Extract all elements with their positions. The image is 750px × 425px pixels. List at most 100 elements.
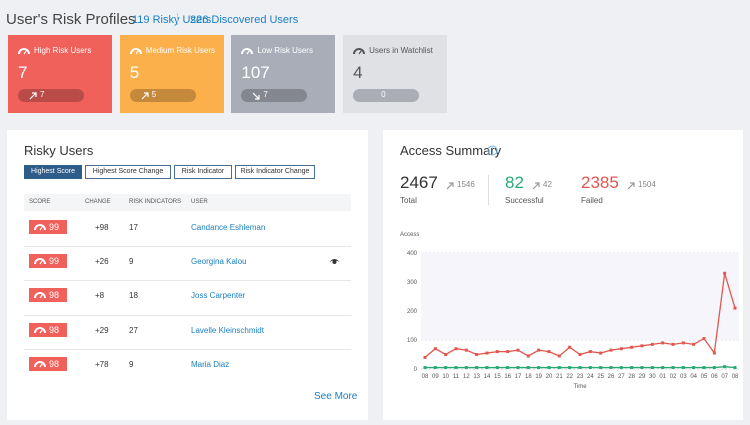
card-change: 0 xyxy=(353,89,420,102)
point xyxy=(568,345,572,349)
point xyxy=(485,351,489,355)
score: 99 xyxy=(49,222,60,232)
x-tick-label: 30 xyxy=(649,374,656,380)
risk-indicators: 9 xyxy=(129,359,134,369)
stat-label: Failed xyxy=(581,196,603,205)
user-name[interactable]: Maria Diaz xyxy=(191,359,230,369)
filter-button[interactable]: Risk Indicator xyxy=(174,165,232,179)
card-value: 4 xyxy=(353,63,363,82)
risk-indicators: 18 xyxy=(129,291,138,301)
point xyxy=(661,341,665,345)
point xyxy=(464,348,468,352)
point xyxy=(516,348,520,352)
filter-button[interactable]: Highest Score Change xyxy=(85,165,171,179)
gauge-needle xyxy=(39,260,43,265)
y-tick-label: 200 xyxy=(407,309,418,315)
gauge-arc xyxy=(34,224,46,231)
x-tick-label: 28 xyxy=(628,374,635,380)
risky-users-panel: Risky Users See More Highest Score Highes… xyxy=(7,130,368,420)
point xyxy=(578,353,582,356)
trend-arrow-path xyxy=(141,91,149,99)
link[interactable]: 119 Risky Users xyxy=(132,14,212,26)
link[interactable]: 226 Discovered Users xyxy=(190,14,299,26)
change: +8 xyxy=(95,291,105,301)
card-title: High Risk Users xyxy=(34,46,92,55)
x-tick-label: 23 xyxy=(577,374,584,380)
point xyxy=(609,348,613,352)
y-tick-label: 100 xyxy=(407,338,418,344)
gauge-arc xyxy=(18,48,30,55)
change: +29 xyxy=(95,325,109,335)
point xyxy=(588,366,592,370)
x-tick-label: 02 xyxy=(670,374,677,380)
gauge-icon xyxy=(34,292,46,299)
score: 98 xyxy=(49,290,60,301)
risk-card: Users in Watchlist 4 0 xyxy=(343,35,448,113)
point xyxy=(516,366,520,370)
score-badge: 98 xyxy=(29,288,67,303)
x-tick-label: 06 xyxy=(711,374,718,380)
gauge-needle xyxy=(39,328,43,333)
point xyxy=(702,337,706,341)
point xyxy=(506,350,510,354)
x-tick-label: 12 xyxy=(463,374,470,380)
risk-indicators: 27 xyxy=(129,325,138,335)
filter-button[interactable]: Risk Indicator Change xyxy=(235,165,315,179)
x-tick-label: 26 xyxy=(608,374,615,380)
gauge-arc xyxy=(34,292,46,299)
user-name[interactable]: Joss Carpenter xyxy=(191,291,246,301)
trend-arrow xyxy=(252,92,260,100)
point xyxy=(495,366,499,370)
card-value: 5 xyxy=(129,63,140,82)
point xyxy=(495,350,499,354)
card-title: Low Risk Users xyxy=(257,46,313,55)
point xyxy=(557,354,561,358)
gauge-icon xyxy=(34,258,46,265)
user-name[interactable]: Lavelle Kleinschmidt xyxy=(191,325,264,335)
point xyxy=(526,366,530,370)
column-header: CHANGE xyxy=(85,199,111,205)
card-change: 7 xyxy=(241,89,308,102)
stat-value: 2467 xyxy=(400,173,438,192)
point xyxy=(723,271,727,275)
gauge-arc xyxy=(34,360,46,367)
change: +26 xyxy=(95,257,109,267)
trend-arrow-path xyxy=(252,92,260,100)
point xyxy=(630,366,634,370)
x-tick-label: 17 xyxy=(515,374,522,380)
score-badge: 98 xyxy=(29,322,67,337)
filter-button[interactable]: Highest Score xyxy=(24,165,82,179)
point xyxy=(650,342,654,346)
user-name[interactable]: Georgina Kalou xyxy=(191,257,247,267)
gauge-needle xyxy=(358,50,363,55)
point xyxy=(464,366,468,370)
x-tick-label: 29 xyxy=(639,374,646,380)
point xyxy=(433,347,437,351)
plot-band xyxy=(421,253,739,340)
info-icon[interactable] xyxy=(487,145,498,156)
gauge-needle xyxy=(246,50,251,55)
point xyxy=(723,365,727,369)
point xyxy=(557,366,561,370)
x-tick-label: 13 xyxy=(473,374,480,380)
point xyxy=(485,366,489,370)
user-name[interactable]: Candance Eshleman xyxy=(191,223,266,232)
trend-arrow-path xyxy=(446,182,454,190)
point xyxy=(444,366,448,370)
gauge-icon xyxy=(18,48,30,55)
point xyxy=(692,366,696,370)
point xyxy=(588,350,592,354)
panel-title: Access Summary xyxy=(400,143,502,158)
point xyxy=(681,366,685,370)
column-header: RISK INDICATORS xyxy=(129,199,182,205)
card-title: Medium Risk Users xyxy=(145,46,216,55)
row-divider xyxy=(24,280,351,282)
gauge-needle xyxy=(23,50,27,55)
see-more[interactable]: See More xyxy=(314,391,358,402)
y-tick-label: 0 xyxy=(414,367,418,373)
gauge-icon xyxy=(241,48,254,55)
stat-value: 2385 xyxy=(581,173,619,192)
table-header-bg xyxy=(24,194,351,211)
point xyxy=(619,347,623,351)
